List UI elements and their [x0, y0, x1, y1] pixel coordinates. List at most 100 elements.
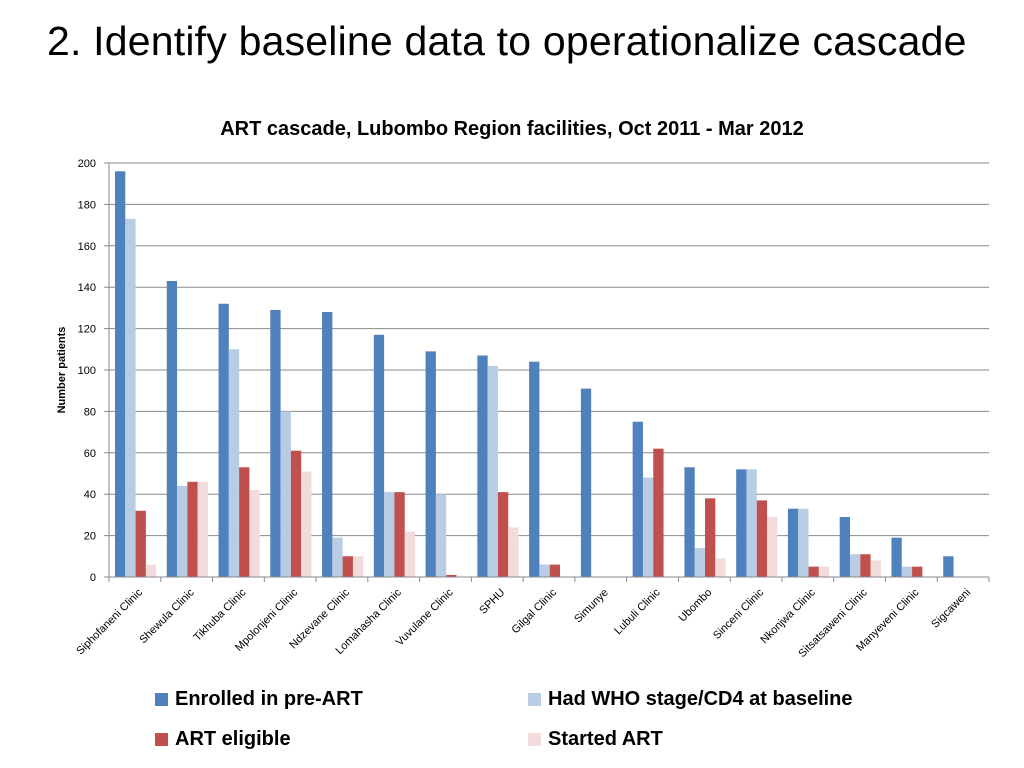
legend-swatch-eligible [155, 733, 168, 746]
legend-swatch-who [528, 693, 541, 706]
bar-2 [332, 537, 343, 577]
y-tick-label: 160 [78, 241, 96, 253]
bar-3 [808, 566, 819, 577]
bar-1 [891, 537, 902, 577]
bar-1 [736, 469, 747, 577]
legend-item-started: Started ART [528, 728, 663, 751]
bar-3 [705, 498, 716, 577]
y-tick-labels: 0 20 40 60 80 100 120 140 160 180 200 [78, 158, 96, 584]
x-tick-label: SPHU [477, 587, 507, 617]
bar-1 [632, 421, 643, 577]
bar-1 [373, 334, 385, 577]
bar-1 [218, 303, 229, 577]
bar-4 [404, 531, 416, 577]
y-tick-label: 20 [84, 531, 96, 543]
bar-chart: 0 20 40 60 80 100 120 140 160 180 200 Siphofaneni … [56, 158, 990, 660]
bar-2 [384, 492, 395, 577]
bar-4 [301, 471, 312, 577]
bar-3 [394, 492, 405, 577]
bar-3 [912, 566, 923, 577]
bar-3 [653, 448, 664, 577]
x-tick-label: Simunye [572, 587, 611, 626]
bar-4 [197, 481, 208, 577]
y-tick-label: 140 [78, 282, 96, 294]
bar-1 [115, 171, 126, 577]
bar-4 [818, 566, 830, 577]
legend-swatch-started [528, 733, 541, 746]
bar-4 [767, 516, 778, 577]
y-tick-label: 0 [90, 572, 96, 584]
legend-label-enrolled: Enrolled in pre-ART [175, 688, 363, 710]
bar-4 [145, 564, 157, 577]
bar-1 [270, 309, 281, 577]
bar-4 [715, 558, 726, 577]
bar-1 [943, 556, 954, 577]
bar-2 [694, 548, 706, 577]
bar-3 [549, 564, 561, 577]
bar-4 [508, 527, 519, 577]
bar-3 [342, 556, 353, 577]
y-axis-label: Number patients [56, 327, 68, 414]
bar-2 [125, 218, 136, 577]
legend-label-who: Had WHO stage/CD4 at baseline [548, 688, 853, 710]
x-tick-label: Sinceni Clinic [711, 586, 767, 642]
chart-title: ART cascade, Lubombo Region facilities, … [220, 118, 804, 140]
legend-item-who: Had WHO stage/CD4 at baseline [528, 688, 853, 711]
x-tick-label: Gilgal Clinic [510, 586, 560, 636]
x-tick-label: Shewula Clinic [137, 586, 197, 646]
bar-2 [901, 566, 913, 577]
bar-1 [166, 280, 178, 577]
bar-2 [280, 411, 291, 577]
bar-2 [642, 477, 654, 577]
bar-2 [798, 508, 809, 577]
bar-3 [135, 510, 146, 577]
bar-3 [860, 554, 871, 577]
legend: Enrolled in pre-ART Had WHO stage/CD4 at… [155, 686, 955, 756]
bar-1 [580, 388, 592, 577]
bar-2 [177, 485, 188, 577]
y-tick-label: 100 [78, 365, 96, 377]
bar-2 [487, 365, 498, 577]
bar-1 [787, 508, 799, 577]
legend-item-eligible: ART eligible [155, 728, 291, 751]
bars [115, 171, 954, 577]
y-tick-label: 60 [84, 448, 96, 460]
bar-2 [850, 554, 861, 577]
legend-label-started: Started ART [548, 728, 663, 750]
bar-3 [187, 481, 198, 577]
bar-1 [529, 361, 540, 577]
x-tick-label: Sigcaweni [929, 587, 973, 631]
bar-4 [249, 490, 260, 577]
bar-4 [352, 556, 364, 577]
axes [104, 162, 990, 582]
legend-item-enrolled: Enrolled in pre-ART [155, 688, 363, 711]
x-tick-label: Ubombo [677, 587, 715, 625]
bar-2 [435, 494, 447, 577]
legend-label-eligible: ART eligible [175, 728, 291, 750]
bar-1 [477, 355, 488, 577]
bar-3 [756, 500, 768, 577]
slide-title: 2. Identify baseline data to operational… [47, 18, 967, 64]
y-tick-label: 200 [78, 158, 96, 170]
bar-1 [322, 312, 333, 577]
bar-1 [839, 516, 851, 577]
legend-swatch-enrolled [155, 693, 168, 706]
bar-1 [425, 351, 436, 577]
bar-3 [446, 574, 457, 577]
bar-2 [228, 349, 240, 577]
x-tick-label: Tikhuba Clinic [191, 586, 248, 643]
y-tick-label: 180 [78, 199, 96, 211]
x-tick-label: Lubuli Clinic [612, 586, 663, 637]
y-tick-label: 40 [84, 489, 96, 501]
bar-2 [746, 469, 757, 577]
bar-4 [870, 560, 881, 577]
y-tick-label: 80 [84, 406, 96, 418]
bar-1 [684, 467, 695, 577]
x-tick-label: Siphofaneni Clinic [74, 586, 145, 657]
bar-3 [497, 492, 509, 577]
bar-3 [239, 467, 250, 577]
bar-3 [290, 450, 302, 577]
bar-2 [539, 564, 550, 577]
y-tick-label: 120 [78, 324, 96, 336]
